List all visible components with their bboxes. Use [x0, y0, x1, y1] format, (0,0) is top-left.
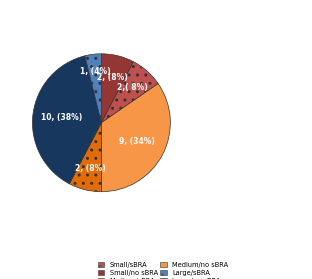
Wedge shape	[101, 54, 134, 123]
Text: 10, (38%): 10, (38%)	[41, 114, 82, 122]
Wedge shape	[101, 84, 170, 192]
Text: 2,( 8%): 2,( 8%)	[117, 83, 148, 92]
Legend: Small/sBRA, Small/no sBRA, Medium/sBRA, Medium/no sBRA, Large/sBRA, Large/no sBR: Small/sBRA, Small/no sBRA, Medium/sBRA, …	[96, 260, 230, 279]
Wedge shape	[85, 54, 101, 123]
Wedge shape	[101, 62, 158, 123]
Text: 2, (8%): 2, (8%)	[75, 164, 105, 173]
Text: 2, (8%): 2, (8%)	[97, 73, 128, 82]
Wedge shape	[69, 123, 101, 192]
Text: 9, (34%): 9, (34%)	[119, 137, 155, 146]
Text: 1, (4%): 1, (4%)	[80, 67, 110, 76]
Wedge shape	[32, 56, 101, 184]
